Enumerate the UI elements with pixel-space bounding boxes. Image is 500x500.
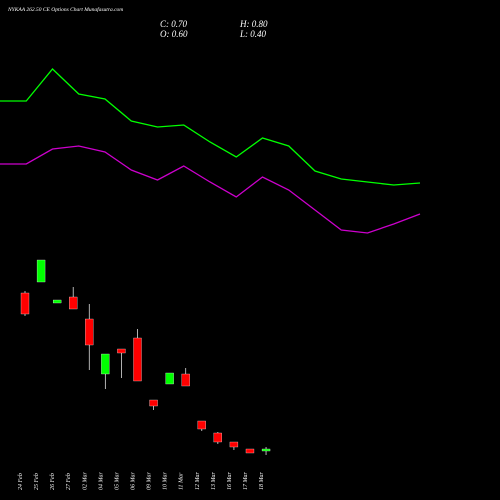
candle-body — [245, 448, 255, 454]
candle-body — [20, 292, 30, 315]
candle-body — [213, 432, 222, 443]
line-series — [0, 68, 421, 186]
open-label: O: 0.60 — [160, 29, 188, 39]
x-tick-label: 04 Mar — [97, 472, 104, 490]
line-series — [0, 145, 421, 234]
x-tick-label: 13 Mar — [211, 472, 217, 490]
candle-body — [85, 318, 94, 346]
high-label: H: 0.80 — [239, 19, 268, 29]
x-tick-label: 05 Mar — [114, 472, 120, 490]
candle-body — [36, 259, 46, 283]
candle-body — [261, 448, 271, 452]
x-tick-label: 27 Feb — [66, 473, 72, 490]
candle-body — [229, 441, 239, 448]
x-tick-label: 24 Feb — [17, 473, 24, 490]
x-tick-label: 12 Mar — [195, 472, 201, 490]
x-tick-label: 09 Mar — [147, 472, 153, 490]
candle-body — [149, 399, 158, 407]
x-tick-label: 17 Mar — [243, 472, 249, 490]
candle-body — [197, 420, 206, 430]
x-tick-label: 26 Feb — [50, 473, 56, 490]
close-label: C: 0.70 — [160, 19, 188, 29]
candle-body — [181, 373, 190, 387]
x-tick-label: 25 Feb — [34, 473, 40, 490]
candle-body — [52, 299, 62, 304]
x-tick-label: 10 Mar — [163, 472, 169, 490]
candle-body — [117, 348, 126, 354]
x-tick-label: 02 Mar — [82, 472, 88, 490]
x-tick-label: 06 Mar — [130, 472, 136, 490]
candle-body — [101, 353, 110, 375]
x-tick-label: 11 Mar — [179, 472, 185, 490]
chart-title: NYKAA 262.50 CE Options Chart Munafasutr… — [7, 6, 123, 13]
x-tick-label: 18 Mar — [259, 472, 265, 490]
candle-body — [69, 296, 78, 310]
candle-body — [165, 372, 174, 385]
candle-body — [133, 337, 142, 382]
x-tick-label: 16 Mar — [227, 472, 233, 490]
low-label: L: 0.40 — [239, 29, 267, 39]
